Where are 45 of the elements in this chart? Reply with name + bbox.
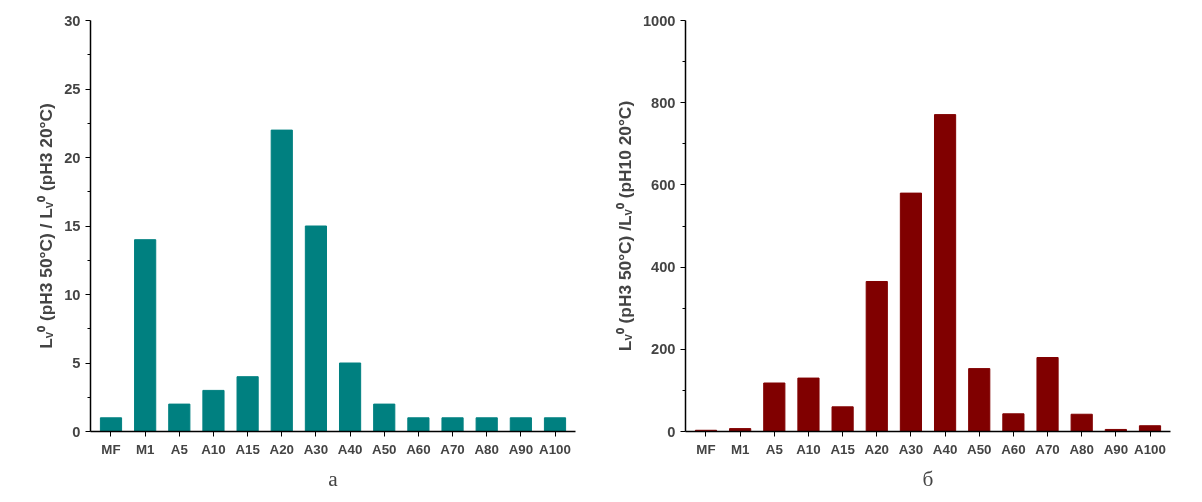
y-tick-label: 800: [651, 94, 676, 111]
x-tick-label: A5: [170, 441, 189, 457]
y-tick-label: 5: [72, 355, 81, 371]
x-tick-label: A100: [1134, 441, 1166, 457]
y-tick-label: 20: [64, 149, 81, 166]
x-tick-label: A15: [830, 441, 856, 457]
y-tick-label: 30: [64, 12, 81, 29]
x-tick-label: A70: [440, 441, 465, 457]
y-tick-label: 10: [64, 286, 81, 303]
x-tick-label: A30: [303, 441, 329, 457]
x-tick-label: A50: [967, 441, 992, 457]
y-tick-label: 0: [667, 423, 676, 440]
y-tick-label: 15: [64, 218, 81, 234]
x-tick-label: A5: [765, 441, 784, 457]
x-tick-label: M1: [730, 441, 750, 457]
y-tick-label: 600: [651, 176, 676, 193]
x-tick-label: A60: [1001, 441, 1026, 457]
x-tick-label: A10: [201, 441, 226, 457]
text: а: [328, 466, 339, 491]
x-tick-label: A40: [932, 441, 958, 457]
y-tick-label: 400: [651, 259, 676, 276]
x-tick-label: A100: [539, 441, 571, 457]
x-tick-label: MF: [101, 441, 121, 457]
x-tick-label: A70: [1035, 441, 1060, 457]
y-axis-title: Lᵥ⁰ (pH3 50°C) /Lᵥ⁰ (pH10 20°C): [614, 100, 635, 352]
x-tick-label: A20: [864, 441, 889, 457]
x-tick-label: A30: [898, 441, 924, 457]
y-tick-label: 0: [72, 423, 81, 440]
x-tick-label: A20: [269, 441, 294, 457]
y-tick-label: 25: [64, 81, 81, 97]
y-axis-title: Lᵥ⁰ (pH3 50°C) / Lᵥ⁰ (pH3 20°C): [36, 103, 57, 349]
y-tick-label: 200: [651, 341, 676, 358]
x-tick-label: A10: [796, 441, 821, 457]
x-tick-label: A80: [474, 441, 499, 457]
x-tick-label: A90: [1103, 441, 1129, 457]
x-tick-label: A90: [508, 441, 534, 457]
y-tick-label: 1000: [642, 12, 676, 29]
x-tick-label: MF: [696, 441, 716, 457]
text: б: [922, 466, 934, 491]
x-tick-label: A40: [337, 441, 363, 457]
x-tick-label: A50: [372, 441, 397, 457]
x-tick-label: A80: [1069, 441, 1094, 457]
x-tick-label: A15: [235, 441, 261, 457]
x-tick-label: M1: [135, 441, 155, 457]
x-tick-label: A60: [406, 441, 431, 457]
